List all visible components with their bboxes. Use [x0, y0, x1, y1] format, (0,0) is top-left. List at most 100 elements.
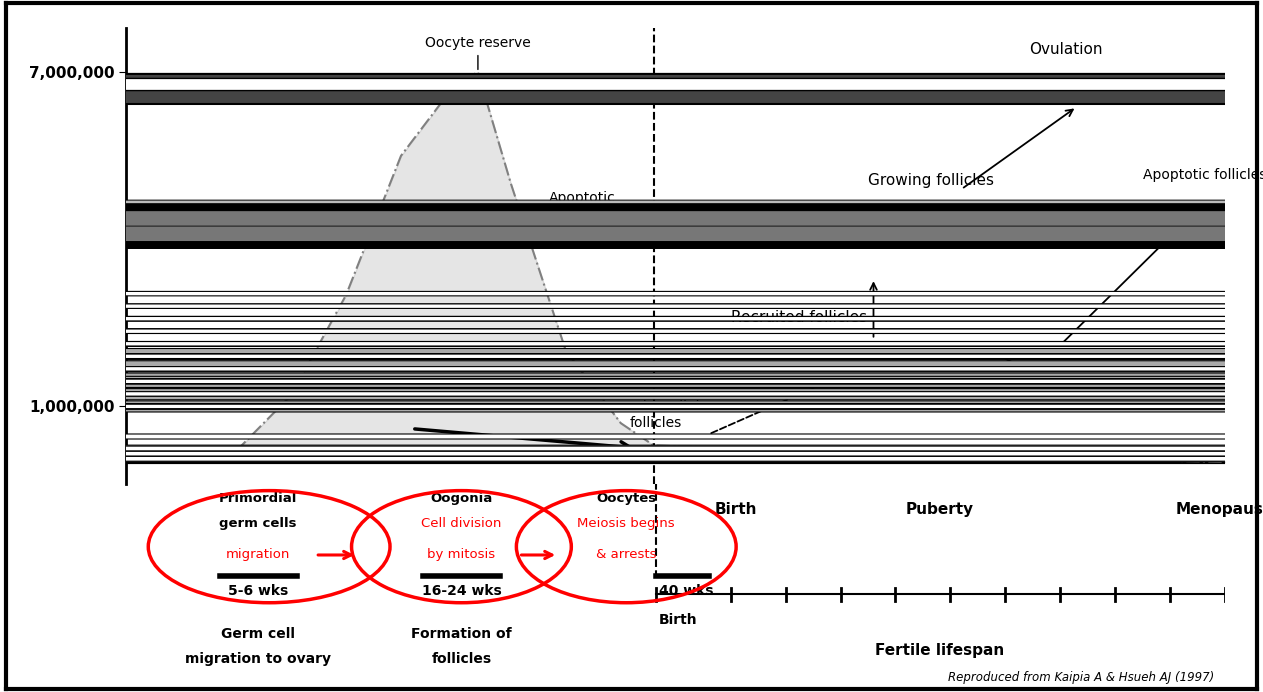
- Circle shape: [0, 379, 1263, 383]
- Circle shape: [0, 216, 1263, 223]
- Circle shape: [0, 329, 1263, 334]
- Circle shape: [0, 291, 1263, 296]
- Circle shape: [0, 208, 1263, 215]
- Circle shape: [0, 379, 1263, 383]
- Circle shape: [0, 379, 1263, 383]
- Circle shape: [0, 304, 1263, 309]
- Circle shape: [0, 367, 1263, 371]
- Circle shape: [0, 361, 1263, 372]
- Text: 16-24 wks: 16-24 wks: [422, 584, 501, 598]
- Circle shape: [0, 342, 1263, 346]
- Circle shape: [0, 354, 1263, 358]
- Circle shape: [0, 401, 1263, 412]
- Circle shape: [0, 219, 1263, 248]
- Text: follicles: follicles: [432, 652, 491, 666]
- Circle shape: [0, 451, 1263, 456]
- Text: Oocyte reserve: Oocyte reserve: [426, 36, 530, 69]
- Circle shape: [0, 446, 1263, 450]
- Circle shape: [0, 434, 1263, 439]
- Text: Fertile lifespan: Fertile lifespan: [875, 643, 1004, 658]
- Text: Cell division: Cell division: [422, 518, 501, 530]
- Text: germ cells: germ cells: [220, 518, 297, 530]
- Circle shape: [0, 373, 1263, 384]
- Circle shape: [0, 404, 1263, 409]
- Circle shape: [0, 392, 1263, 396]
- Text: migration to ovary: migration to ovary: [186, 652, 331, 666]
- Circle shape: [0, 316, 1263, 321]
- Circle shape: [0, 404, 1263, 409]
- Circle shape: [0, 379, 1263, 383]
- Circle shape: [0, 404, 1263, 409]
- Text: Growing follicles: Growing follicles: [868, 174, 994, 188]
- Text: 5-6 wks: 5-6 wks: [229, 584, 288, 598]
- Circle shape: [0, 77, 1263, 92]
- Circle shape: [0, 367, 1263, 371]
- Circle shape: [0, 354, 1263, 358]
- Circle shape: [0, 392, 1263, 396]
- Circle shape: [0, 74, 1263, 104]
- Text: Apoptotic
oocytes: Apoptotic oocytes: [549, 191, 616, 221]
- Circle shape: [0, 404, 1263, 409]
- Circle shape: [0, 404, 1263, 409]
- Circle shape: [0, 392, 1263, 396]
- Circle shape: [0, 316, 1263, 321]
- Text: 40 wks: 40 wks: [659, 584, 714, 598]
- Circle shape: [0, 354, 1263, 358]
- Text: Recruited follicles: Recruited follicles: [730, 310, 866, 325]
- Text: Oocytes: Oocytes: [596, 493, 657, 505]
- Circle shape: [0, 389, 1263, 400]
- Circle shape: [0, 329, 1263, 334]
- Circle shape: [0, 392, 1263, 396]
- Circle shape: [0, 204, 1263, 233]
- Circle shape: [0, 211, 1263, 226]
- Circle shape: [0, 379, 1263, 383]
- Circle shape: [0, 354, 1263, 358]
- Circle shape: [0, 342, 1263, 346]
- Circle shape: [0, 379, 1263, 383]
- Circle shape: [0, 236, 1263, 243]
- Circle shape: [0, 367, 1263, 371]
- Circle shape: [0, 379, 1263, 383]
- Circle shape: [0, 446, 1263, 450]
- Circle shape: [0, 342, 1263, 346]
- Circle shape: [0, 329, 1263, 334]
- Circle shape: [0, 342, 1263, 346]
- Text: Puberty: Puberty: [906, 502, 974, 517]
- Circle shape: [0, 404, 1263, 409]
- Text: Ovulation: Ovulation: [1029, 42, 1103, 57]
- Text: Meiosis begins: Meiosis begins: [577, 518, 674, 530]
- Circle shape: [0, 316, 1263, 321]
- Circle shape: [0, 451, 1263, 456]
- Text: Germ cell: Germ cell: [221, 627, 296, 641]
- Circle shape: [0, 457, 1263, 461]
- Circle shape: [0, 367, 1263, 371]
- Text: Menopause: Menopause: [1176, 502, 1263, 517]
- Text: Birth: Birth: [659, 613, 698, 627]
- Circle shape: [0, 376, 1263, 388]
- Text: Primordial
follicles: Primordial follicles: [629, 399, 700, 430]
- Text: migration: migration: [226, 549, 290, 561]
- Circle shape: [0, 392, 1263, 396]
- Circle shape: [0, 392, 1263, 396]
- Circle shape: [0, 445, 1263, 450]
- Circle shape: [0, 456, 1263, 462]
- Circle shape: [0, 200, 1263, 207]
- Circle shape: [0, 392, 1263, 396]
- Circle shape: [0, 392, 1263, 396]
- Text: Formation of: Formation of: [412, 627, 512, 641]
- Text: Birth: Birth: [715, 502, 758, 517]
- Circle shape: [0, 349, 1263, 360]
- Circle shape: [0, 367, 1263, 371]
- Text: Primordial: Primordial: [218, 493, 297, 505]
- Circle shape: [0, 342, 1263, 346]
- Circle shape: [0, 226, 1263, 241]
- Circle shape: [0, 457, 1263, 461]
- Circle shape: [0, 392, 1263, 396]
- Circle shape: [0, 404, 1263, 409]
- Circle shape: [0, 354, 1263, 358]
- Circle shape: [0, 367, 1263, 371]
- Circle shape: [0, 228, 1263, 235]
- Circle shape: [0, 457, 1263, 461]
- Circle shape: [0, 404, 1263, 409]
- Text: Reproduced from Kaipia A & Hsueh AJ (1997): Reproduced from Kaipia A & Hsueh AJ (199…: [947, 671, 1214, 684]
